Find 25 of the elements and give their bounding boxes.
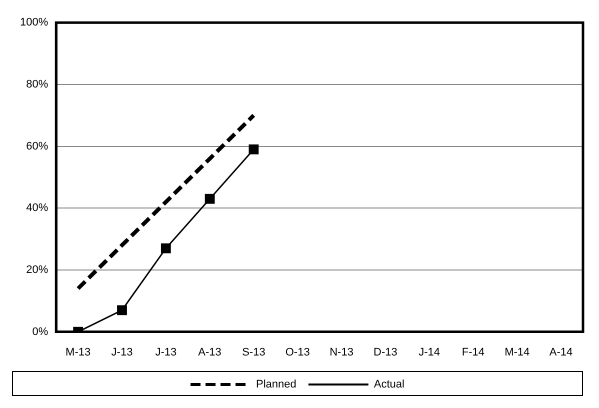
x-tick-label: M-14 [504,346,530,358]
line-series [76,113,256,291]
y-tick-label: 0% [32,326,48,338]
y-tick-label: 40% [26,202,48,214]
y-tick-label: 20% [26,264,48,276]
x-tick-label: J-14 [418,346,440,358]
x-tick-label: J-13 [155,346,177,358]
y-tick-label: 80% [26,78,48,90]
x-tick-label: A-13 [198,346,222,358]
point [117,305,127,316]
x-tick-label: M-13 [66,346,91,358]
x-tick-label: F-14 [462,346,485,358]
text: Planned [256,378,296,391]
x-tick-label: S-13 [242,346,266,358]
point [204,194,215,204]
x-tick-label: D-13 [374,346,398,358]
y-tick-label: 100% [20,16,48,29]
x-tick-label: N-13 [330,346,354,358]
point [248,144,259,154]
x-tick-label: J-13 [111,346,133,358]
x-tick-label: A-14 [549,346,573,358]
text: Actual [374,378,404,391]
point [160,243,171,254]
y-tick-label: 60% [26,140,48,152]
x-tick-label: O-13 [285,346,310,358]
